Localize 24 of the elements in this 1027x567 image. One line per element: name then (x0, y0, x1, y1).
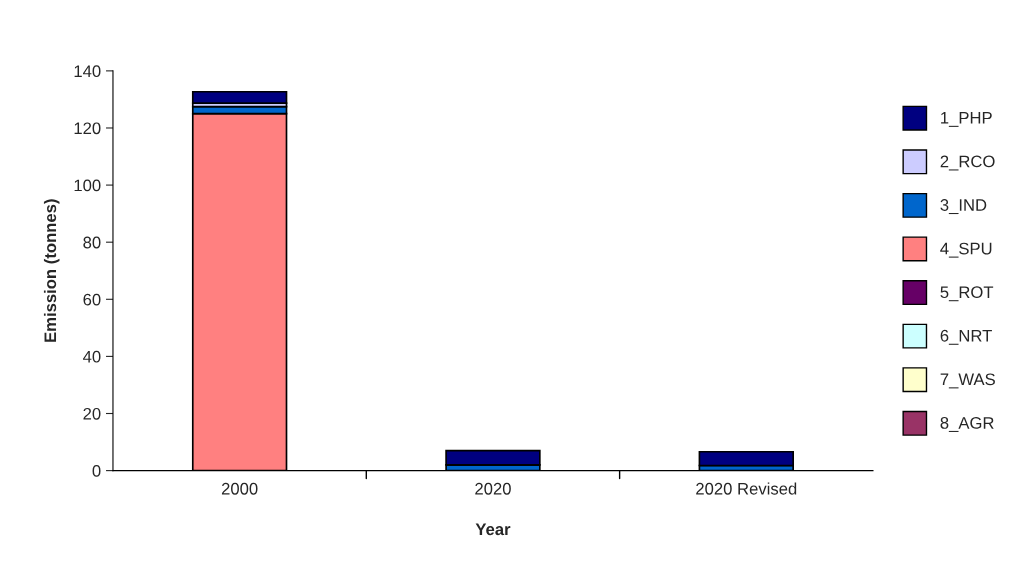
x-tick-label: 2020 Revised (696, 482, 797, 495)
bar (698, 450, 794, 467)
x-axis-title: Year (475, 523, 511, 536)
x-tick-label: 2000 (221, 482, 258, 495)
y-tick-label: 20 (83, 407, 101, 420)
y-tick-label: 60 (83, 293, 101, 306)
y-tick-label: 120 (74, 122, 101, 135)
y-axis-title: Emission (tonnes) (43, 199, 60, 342)
y-tick-label: 100 (74, 179, 101, 192)
legend-label: 7_WAS (940, 373, 995, 389)
bar (445, 449, 541, 466)
bar (191, 90, 288, 104)
legend-label: 3_IND (940, 199, 987, 215)
y-tick-label: 40 (83, 350, 101, 363)
legend-label: 4_SPU (940, 242, 992, 258)
y-tick-label: 140 (74, 65, 101, 78)
x-tick-label: 2020 (475, 482, 511, 495)
y-tick-label: 80 (83, 236, 101, 249)
y-tick-label: 0 (92, 465, 101, 477)
legend-label: 6_NRT (940, 329, 992, 345)
legend-label: 1_PHP (941, 112, 992, 127)
legend-label: 2_RCO (940, 155, 995, 171)
legend-label: 8_AGR (940, 417, 994, 432)
legend-label: 5_ROT (940, 286, 994, 302)
